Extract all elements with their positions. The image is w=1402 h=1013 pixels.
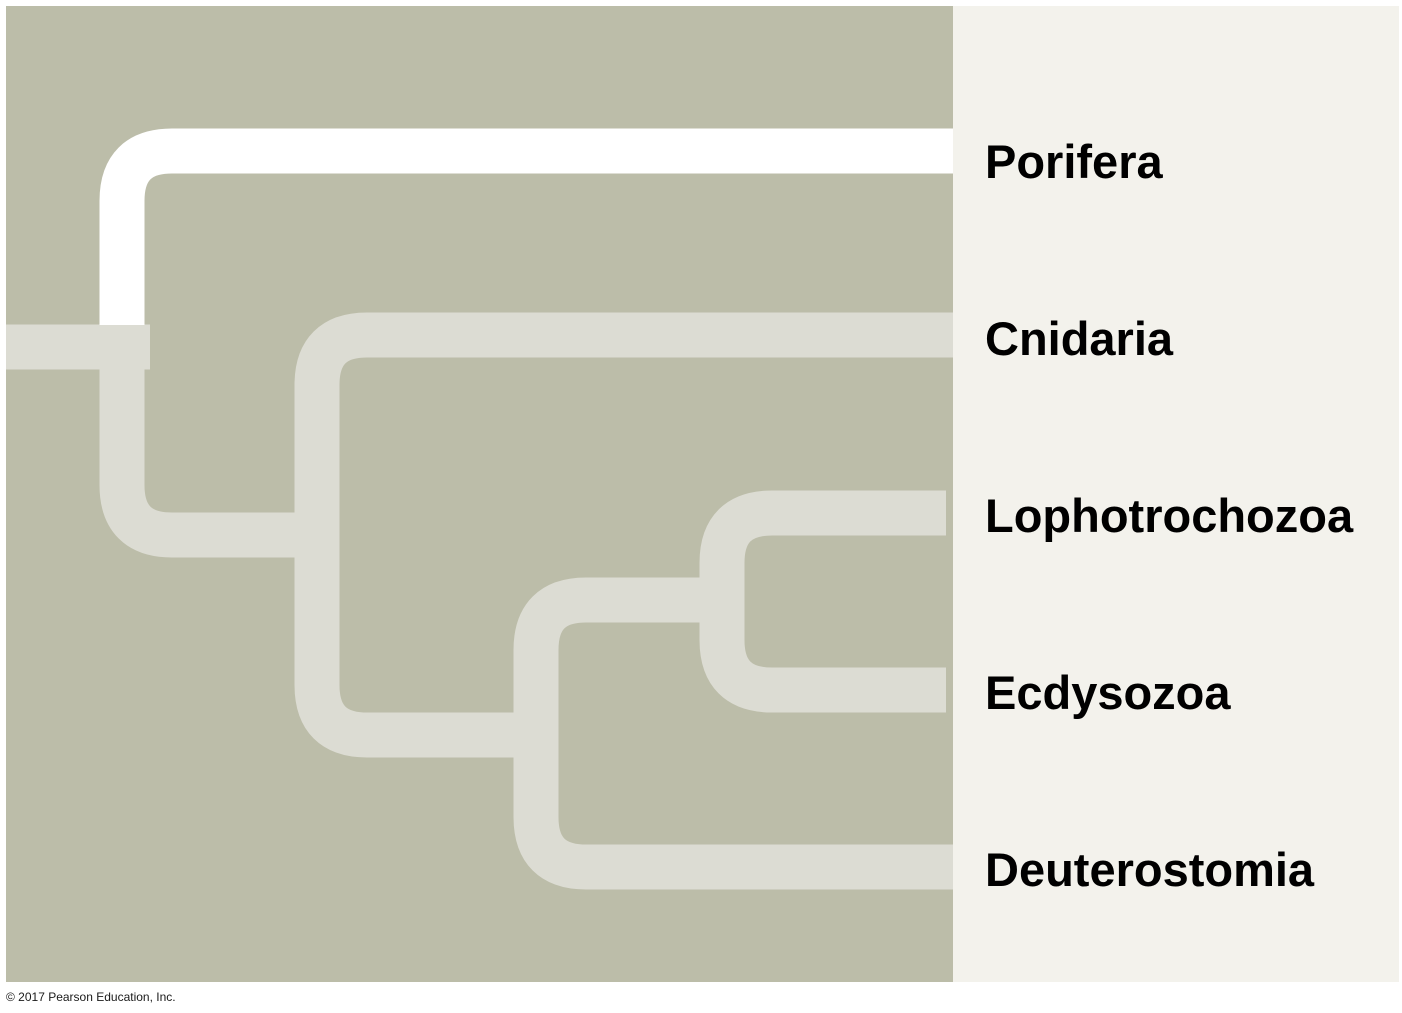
branch-cnidaria-bilateria-clade <box>99 347 320 558</box>
branch-bilateria-clade <box>294 535 540 758</box>
branch-protostome-clade <box>513 577 725 735</box>
branch-ecdysozoa <box>699 600 946 713</box>
branch-porifera <box>99 128 953 325</box>
label-cnidaria: Cnidaria <box>985 312 1174 365</box>
branch-group <box>6 128 953 890</box>
label-deuterostomia: Deuterostomia <box>985 843 1315 896</box>
label-ecdysozoa: Ecdysozoa <box>985 666 1231 719</box>
copyright-notice: © 2017 Pearson Education, Inc. <box>6 990 176 1004</box>
branch-lophotrochozoa <box>699 490 946 600</box>
branch-cnidaria <box>294 312 953 535</box>
label-panel <box>953 6 1399 982</box>
label-lophotrochozoa: Lophotrochozoa <box>985 489 1354 542</box>
label-porifera: Porifera <box>985 135 1163 188</box>
branch-deuterostomia <box>513 735 953 890</box>
